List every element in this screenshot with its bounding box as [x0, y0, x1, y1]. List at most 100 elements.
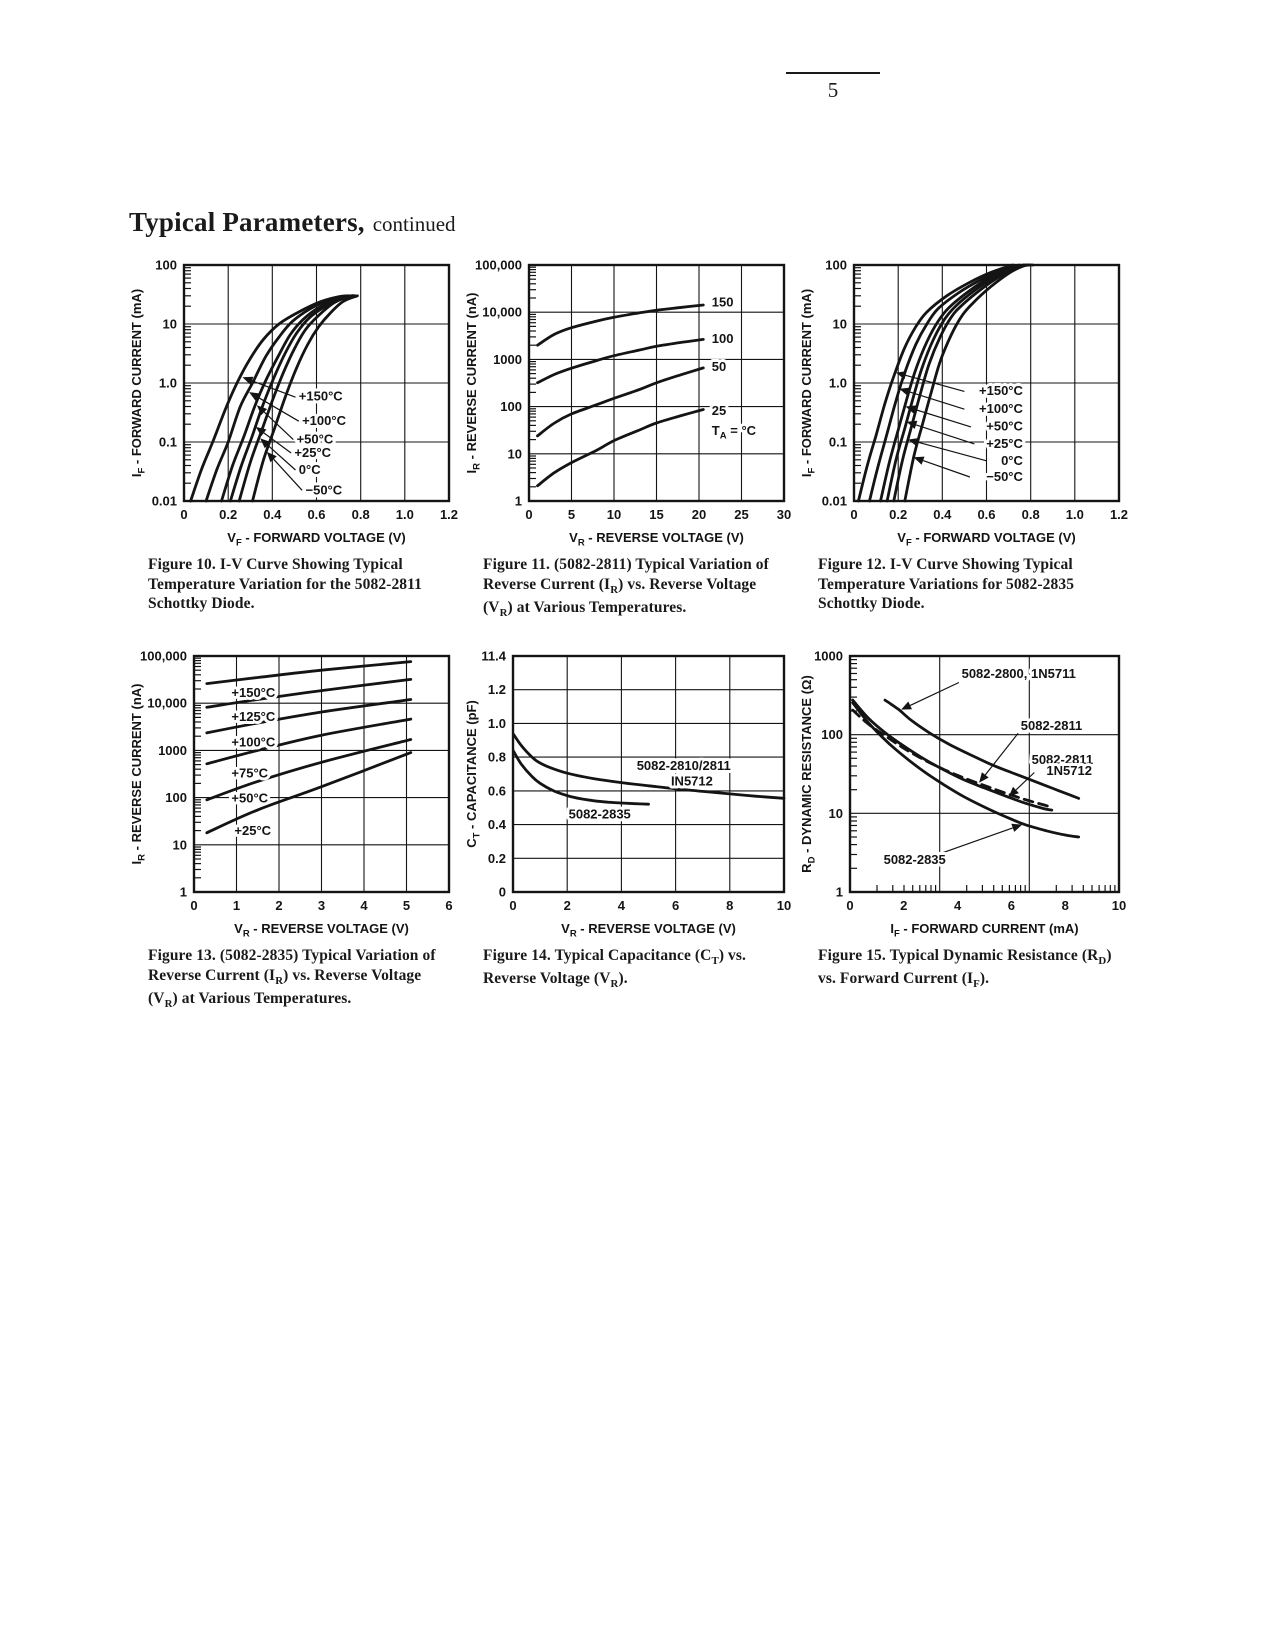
y-tick-label: 1000 — [158, 743, 187, 758]
curve-+100°C — [868, 263, 1021, 503]
curve-+100°C — [205, 698, 413, 735]
figure-15-chart: 5082-2800, 1N57115082-28115082-28111N571… — [799, 649, 1126, 940]
y-tick-label: 10,000 — [482, 305, 522, 320]
y-tick-label: 100 — [165, 790, 187, 805]
y-tick-label: 0.1 — [829, 435, 847, 450]
x-tick-label: 5 — [403, 898, 410, 913]
y-tick-label: 0.6 — [488, 784, 506, 799]
x-axis-title: VR - REVERSE VOLTAGE (V) — [234, 921, 409, 940]
figure-13-caption: Figure 13. (5082-2835) Typical Variation… — [148, 947, 436, 1011]
y-tick-label: 100,000 — [140, 649, 187, 664]
y-tick-label: 1.0 — [829, 376, 847, 391]
y-tick-label: 10 — [833, 317, 847, 332]
curve-label: −50°C — [306, 482, 343, 497]
figure-11-caption: Figure 11. (5082-2811) Typical Variation… — [483, 556, 769, 619]
x-tick-label: 1.0 — [396, 507, 414, 522]
curve-label: −50°C — [986, 469, 1023, 484]
x-tick-label: 0.8 — [1022, 507, 1040, 522]
curve-label: 50 — [712, 359, 726, 374]
x-tick-label: 15 — [649, 507, 663, 522]
x-axis-title: VR - REVERSE VOLTAGE (V) — [561, 921, 736, 940]
y-tick-label: 100 — [500, 399, 522, 414]
y-tick-label: 0.4 — [488, 817, 507, 832]
x-tick-label: 0 — [180, 507, 187, 522]
x-tick-label: 10 — [607, 507, 621, 522]
curve-label: +150°C — [231, 685, 275, 700]
curve-5082-2800, 1N5711 — [883, 699, 1081, 801]
arrowhead — [256, 405, 268, 416]
x-tick-label: 0.4 — [263, 507, 282, 522]
y-tick-label: 1000 — [814, 649, 843, 664]
arrowhead — [1008, 787, 1019, 798]
curve-+50°C — [205, 738, 413, 802]
figure-14-caption: Figure 14. Typical Capacitance (CT) vs. … — [483, 947, 747, 991]
x-tick-label: 2 — [900, 898, 907, 913]
x-tick-label: 6 — [672, 898, 679, 913]
x-tick-label: 5 — [568, 507, 575, 522]
curve-label: 5082-2835 — [884, 852, 946, 867]
curve-label: 5082-2811 — [1032, 753, 1093, 768]
curve-label: +50°C — [297, 432, 334, 447]
curve-label: 150 — [712, 294, 734, 309]
y-tick-label: 100,000 — [475, 258, 522, 273]
curve-label: +50°C — [986, 419, 1023, 434]
y-axis-title: IF - FORWARD CURRENT (mA) — [799, 289, 818, 477]
y-axis-title: IF - FORWARD CURRENT (mA) — [129, 289, 148, 477]
curve-+25°C — [885, 263, 1028, 503]
curve-label: 0°C — [299, 462, 321, 477]
page-number: 5 — [827, 78, 839, 102]
x-tick-label: 2 — [564, 898, 571, 913]
figure-12-caption: Figure 12. I-V Curve Showing Typical Tem… — [818, 556, 1075, 613]
figure-10: +150°C +100°C +50°C +25°C 0°C −50°C 0 0.2 0.4 0.6… — [128, 251, 463, 620]
x-tick-label: 0.2 — [889, 507, 907, 522]
x-axis-title: VR - REVERSE VOLTAGE (V) — [569, 530, 744, 549]
y-axis-title: RD - DYNAMIC RESISTANCE (Ω) — [799, 676, 818, 874]
y-axis-title: CT - CAPACITANCE (pF) — [464, 701, 483, 849]
curve-label: TA = °C — [712, 423, 757, 442]
x-tick-label: 0.8 — [352, 507, 370, 522]
curve-0°C — [892, 263, 1030, 503]
x-tick-label: 6 — [445, 898, 452, 913]
y-tick-label: 10 — [173, 838, 187, 853]
curve-label: 0°C — [1001, 453, 1023, 468]
curve-label: +50°C — [231, 791, 268, 806]
curve-label: +150°C — [299, 389, 343, 404]
arrowhead — [901, 701, 912, 710]
y-tick-label: 0.1 — [159, 435, 177, 450]
arrowhead — [255, 426, 267, 437]
page-title: Typical Parameters, continued — [129, 207, 456, 238]
x-tick-label: 0 — [509, 898, 516, 913]
y-tick-label: 100 — [825, 258, 847, 273]
figure-13: +150°C +125°C +100°C +75°C +50°C +25°C 0 1 2 3 4 5 6… — [128, 642, 463, 1011]
curve-label: 1N5712 — [1046, 763, 1092, 778]
y-tick-label: 1 — [180, 885, 187, 900]
curve-100 — [536, 338, 705, 385]
curve-+125°C — [205, 678, 413, 710]
y-tick-label: 0 — [499, 885, 506, 900]
curve-label: +100°C — [979, 401, 1023, 416]
arrowhead — [905, 405, 917, 414]
curve-+75°C — [205, 718, 413, 766]
x-tick-label: 0.2 — [219, 507, 237, 522]
curve-25 — [536, 408, 705, 488]
x-tick-label: 0.6 — [307, 507, 325, 522]
figure-14: 5082-2810/2811 IN5712 5082-2835 0 2 4 6 8 10 11.4… — [463, 642, 798, 1011]
curve-label: IN5712 — [671, 774, 713, 789]
curve-label: +75°C — [231, 766, 268, 781]
y-tick-label: 11.4 — [481, 649, 506, 664]
page-number-rule — [786, 72, 880, 74]
curve-label: +25°C — [294, 445, 331, 460]
curve-+50°C — [879, 263, 1026, 503]
arrowhead — [249, 392, 260, 401]
figure-10-caption: Figure 10. I-V Curve Showing Typical Tem… — [148, 556, 422, 613]
curve-0°C — [237, 294, 357, 503]
x-tick-label: 4 — [360, 898, 368, 913]
figure-10-chart: +150°C +100°C +50°C+25°C 0°C −50°C 0 0.2 0.4 0.6… — [129, 258, 458, 549]
curve-label: +25°C — [234, 823, 271, 838]
x-tick-label: 0 — [846, 898, 853, 913]
y-tick-label: 1 — [515, 494, 522, 509]
x-tick-label: 25 — [734, 507, 748, 522]
figures-grid: +150°C +100°C +50°C +25°C 0°C −50°C 0 0.2 0.4 0.6… — [128, 251, 1133, 1012]
